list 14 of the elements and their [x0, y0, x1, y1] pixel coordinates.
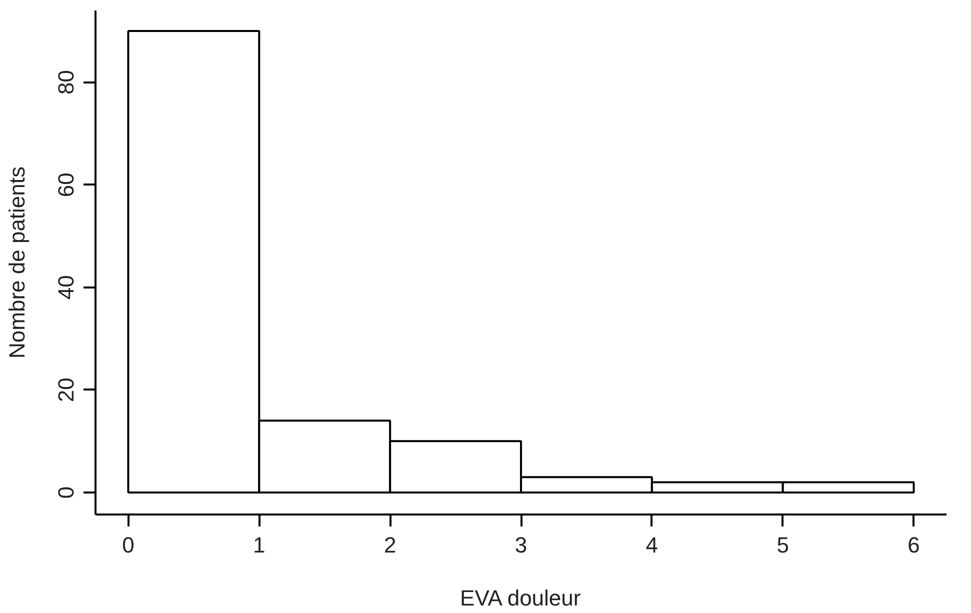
- y-tick-label: 80: [54, 70, 78, 95]
- y-tick-label: 60: [54, 172, 78, 198]
- x-tick-label: 2: [384, 532, 396, 558]
- y-tick-label: 40: [54, 275, 78, 300]
- x-tick-label: 4: [646, 532, 658, 558]
- y-axis-title: Nombre de patients: [4, 166, 30, 358]
- y-tick-label: 20: [54, 378, 78, 402]
- x-tick-label: 5: [776, 532, 789, 558]
- x-tick-label: 6: [908, 532, 920, 558]
- x-axis-title: EVA douleur: [460, 586, 581, 610]
- x-tick-label: 3: [514, 532, 528, 558]
- x-tick-label: 1: [253, 532, 266, 558]
- x-tick-label: 0: [122, 532, 134, 558]
- y-tick-label: 0: [54, 486, 78, 499]
